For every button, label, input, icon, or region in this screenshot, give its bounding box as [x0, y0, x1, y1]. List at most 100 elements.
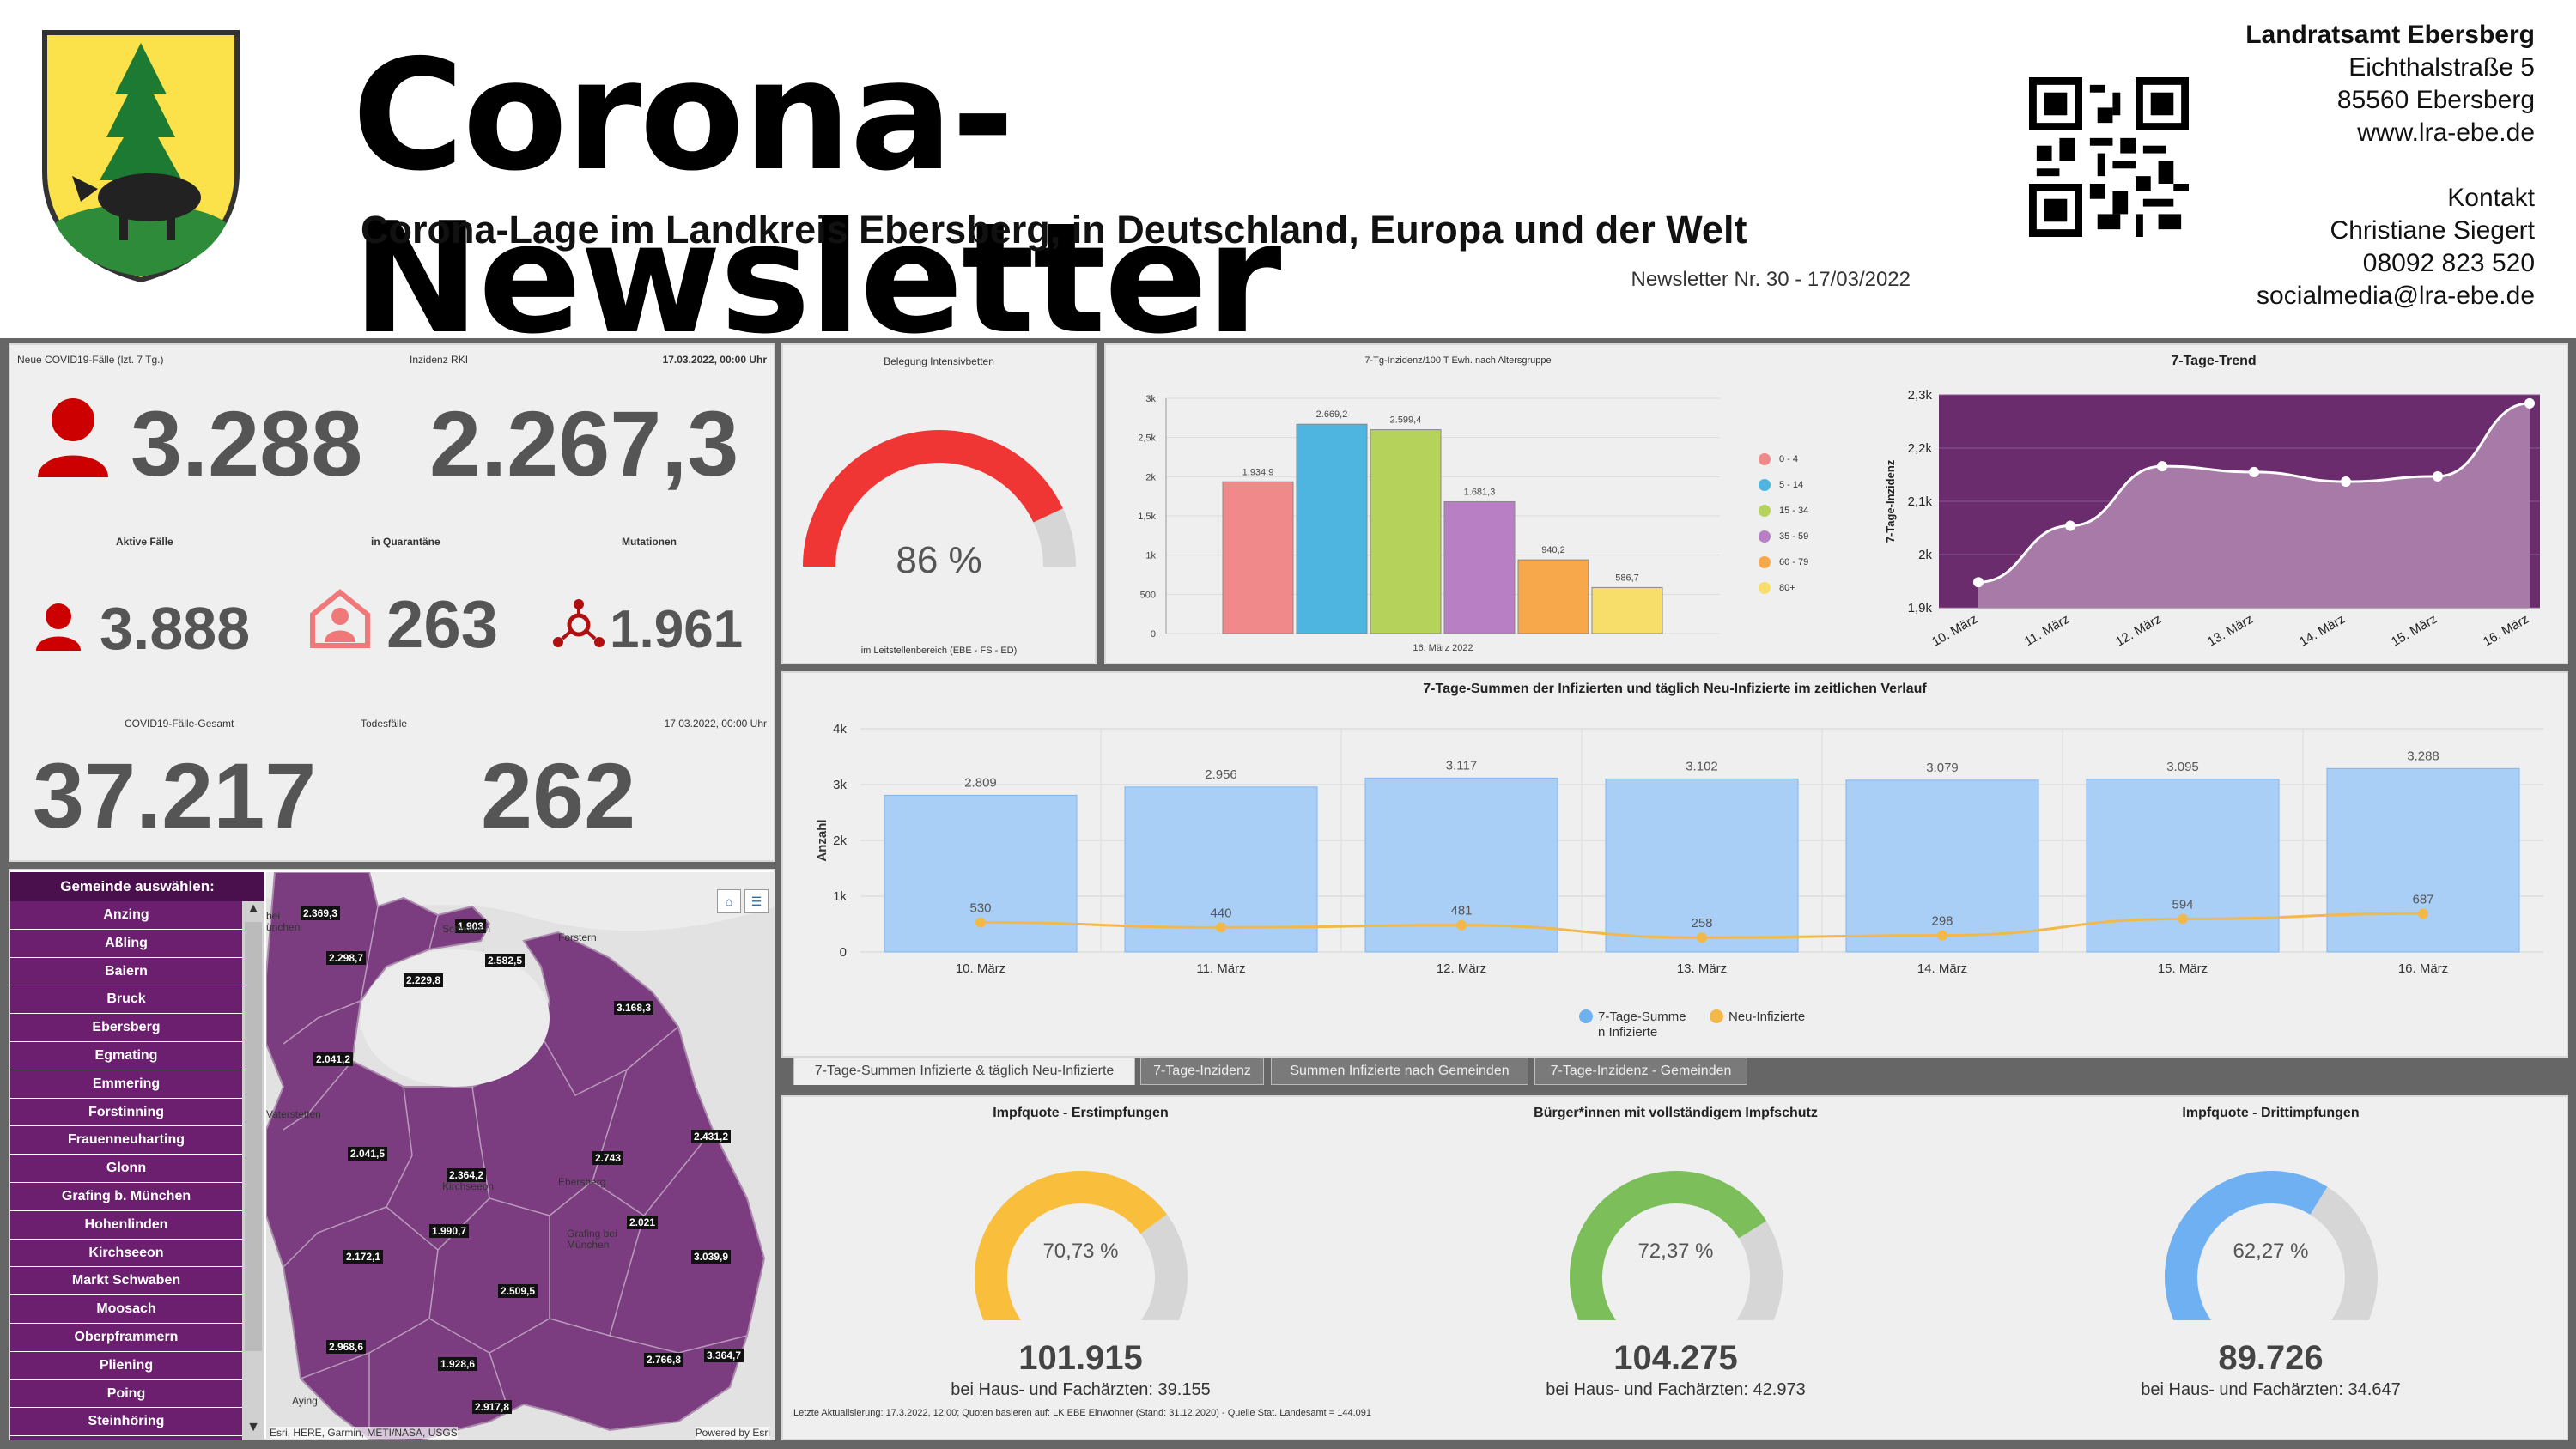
age-legend-item[interactable]: 35 - 59: [1759, 524, 1862, 549]
map-value-label[interactable]: 2.172,1: [343, 1250, 384, 1264]
trend-y-tick: 1,9k: [1908, 601, 1933, 615]
sums-legend-label[interactable]: Neu-Infizierte: [1728, 1009, 1805, 1024]
map-value-label[interactable]: 2.021: [627, 1216, 659, 1229]
gemeinde-item[interactable]: Pliening: [10, 1351, 242, 1380]
tab-7-day-sums[interactable]: 7-Tage-Summen Infizierte & täglich Neu-I…: [793, 1058, 1135, 1085]
gemeinde-item[interactable]: Bruck: [10, 985, 242, 1015]
sums-legend-label[interactable]: 7-Tage-Summe: [1598, 1009, 1686, 1024]
sums-bar[interactable]: [1605, 778, 1799, 953]
map-value-label[interactable]: 2.229,8: [404, 973, 444, 987]
gemeinde-item[interactable]: Anzing: [10, 901, 242, 930]
total-cases-label: COVID19-Fälle-Gesamt: [125, 718, 234, 730]
contact-email-link[interactable]: socialmedia@lra-ebe.de: [2257, 282, 2535, 310]
age-bar[interactable]: [1517, 559, 1589, 634]
qr-code-icon[interactable]: [2029, 77, 2189, 237]
district-map[interactable]: 2.369,3 1.903 2.582,5 2.298,7 2.229,8 3.168,3…: [266, 872, 775, 1440]
age-legend-item[interactable]: 60 - 79: [1759, 549, 1862, 575]
scroll-up-icon[interactable]: ▲: [246, 901, 260, 916]
sums-legend-label[interactable]: n Infizierte: [1598, 1025, 1657, 1040]
gemeinde-item[interactable]: Hohenlinden: [10, 1210, 242, 1240]
map-value-label[interactable]: 2.917,8: [472, 1400, 513, 1414]
map-value-label[interactable]: 2.968,6: [326, 1340, 367, 1354]
gemeinde-item[interactable]: Poing: [10, 1379, 242, 1409]
gemeinde-item[interactable]: Oberpframmern: [10, 1323, 242, 1352]
map-value-label[interactable]: 2.041,2: [313, 1052, 354, 1066]
house-person-icon: [310, 589, 370, 648]
new-infections-point[interactable]: [1937, 930, 1947, 941]
office-website-link[interactable]: www.lra-ebe.de: [2357, 118, 2535, 147]
age-bar[interactable]: [1222, 481, 1294, 634]
map-value-label[interactable]: 2.041,5: [348, 1147, 388, 1161]
age-bar[interactable]: [1296, 423, 1368, 634]
scroll-down-icon[interactable]: ▼: [246, 1420, 260, 1434]
trend-y-tick: 2,2k: [1908, 441, 1933, 456]
map-value-label[interactable]: 2.369,3: [301, 906, 341, 920]
map-powered-by[interactable]: Powered by Esri: [695, 1427, 770, 1439]
map-home-button[interactable]: ⌂: [717, 889, 741, 913]
map-value-label[interactable]: 2.509,5: [498, 1284, 538, 1298]
map-value-label[interactable]: 3.168,3: [614, 1001, 654, 1015]
sums-bar[interactable]: [2326, 767, 2520, 953]
trend-point[interactable]: [2065, 520, 2075, 531]
age-legend-label: 15 - 34: [1779, 506, 1809, 516]
trend-point[interactable]: [2341, 476, 2351, 488]
map-layers-button[interactable]: ☰: [744, 889, 769, 913]
age-legend-item[interactable]: 0 - 4: [1759, 446, 1862, 472]
map-value-label[interactable]: 2.431,2: [691, 1130, 732, 1143]
map-value-label[interactable]: 2.743: [592, 1151, 624, 1165]
age-legend-item[interactable]: 15 - 34: [1759, 498, 1862, 524]
gemeinde-item[interactable]: Steinhöring: [10, 1408, 242, 1437]
trend-x-tick: 13. März: [2205, 612, 2256, 650]
age-legend-item[interactable]: 5 - 14: [1759, 472, 1862, 498]
gemeinde-scrollbar[interactable]: ▲ ▼: [242, 901, 264, 1440]
gemeinde-item[interactable]: Forstinning: [10, 1098, 242, 1127]
gemeinde-item[interactable]: Grafing b. München: [10, 1182, 242, 1211]
new-infections-point[interactable]: [2178, 913, 2188, 925]
trend-point[interactable]: [1973, 577, 1984, 588]
tab-sums-by-municipality[interactable]: Summen Infizierte nach Gemeinden: [1271, 1058, 1528, 1085]
sums-bar[interactable]: [2086, 779, 2280, 953]
sums-bar-label: 3.102: [1686, 759, 1718, 773]
map-value-label[interactable]: 1.928,6: [438, 1357, 478, 1371]
age-bar[interactable]: [1591, 586, 1663, 634]
new-infections-point[interactable]: [1216, 922, 1226, 933]
gemeinde-item[interactable]: Ebersberg: [10, 1014, 242, 1042]
new-infections-point[interactable]: [2418, 908, 2428, 919]
map-value-label[interactable]: 2.766,8: [644, 1353, 684, 1367]
gemeinde-item[interactable]: Markt Schwaben: [10, 1267, 242, 1296]
new-infections-point[interactable]: [1697, 932, 1707, 943]
gemeinde-item[interactable]: Emmering: [10, 1070, 242, 1099]
trend-point[interactable]: [2433, 470, 2443, 482]
trend-x-tick: 11. März: [2022, 612, 2072, 649]
map-value-label[interactable]: 3.039,9: [691, 1250, 732, 1264]
new-infections-point[interactable]: [1456, 919, 1467, 931]
age-bar[interactable]: [1443, 500, 1516, 634]
gemeinde-item[interactable]: Kirchseeon: [10, 1239, 242, 1268]
map-value-label[interactable]: 1.990,7: [429, 1224, 470, 1238]
tab-incidence-by-municipality[interactable]: 7-Tage-Inzidenz - Gemeinden: [1534, 1058, 1747, 1085]
gemeinde-item[interactable]: Aßling: [10, 929, 242, 958]
map-value-label[interactable]: 2.582,5: [485, 954, 526, 967]
vaccination-count: 104.275: [1613, 1339, 1738, 1377]
office-address-street: Eichthalstraße 5: [2348, 53, 2535, 82]
age-bar[interactable]: [1370, 429, 1442, 634]
gemeinde-item[interactable]: Frauenneuharting: [10, 1126, 242, 1155]
gemeinde-item[interactable]: Glonn: [10, 1155, 242, 1183]
trend-point[interactable]: [2524, 397, 2535, 409]
map-value-label[interactable]: 2.364,2: [447, 1168, 487, 1182]
age-legend-item[interactable]: 80+: [1759, 575, 1862, 601]
gemeinde-item[interactable]: Baiern: [10, 957, 242, 986]
tab-7-day-incidence[interactable]: 7-Tage-Inzidenz: [1140, 1058, 1264, 1085]
map-value-label[interactable]: 1.903: [455, 919, 487, 933]
sums-bar[interactable]: [884, 794, 1078, 953]
map-value-label[interactable]: 2.298,7: [326, 951, 367, 965]
sums-bar[interactable]: [1845, 779, 2039, 953]
map-value-label[interactable]: 3.364,7: [704, 1349, 744, 1362]
gemeinde-item[interactable]: Egmating: [10, 1041, 242, 1070]
scroll-thumb[interactable]: [245, 922, 262, 1351]
vaccination-percent: 72,37 %: [1637, 1240, 1714, 1263]
gemeinde-item[interactable]: Moosach: [10, 1295, 242, 1324]
new-infections-point[interactable]: [975, 917, 986, 928]
trend-point[interactable]: [2157, 461, 2167, 472]
trend-point[interactable]: [2249, 466, 2259, 477]
